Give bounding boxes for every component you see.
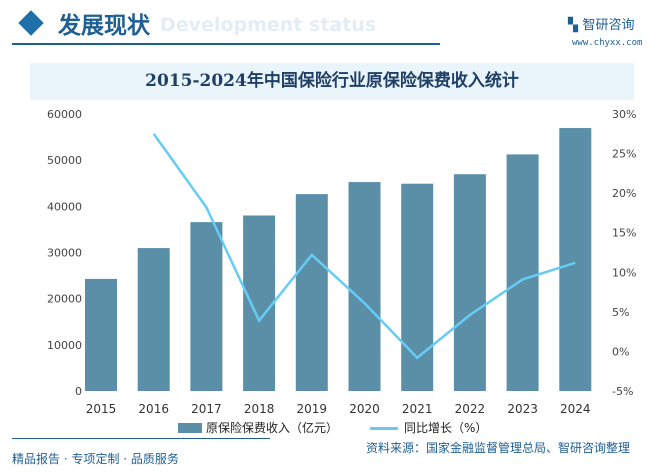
y-right-tick: 0%: [612, 345, 629, 358]
x-tick: 2018: [244, 402, 275, 416]
logo-text: 智研咨询: [582, 18, 635, 33]
logo: ▚ 智研咨询: [568, 14, 635, 33]
y-left-tick: 60000: [47, 108, 82, 121]
y-left-tick: 10000: [47, 339, 82, 352]
source-note: 资料来源：国家金融监督管理总局、智研咨询整理: [366, 441, 631, 455]
x-tick: 2023: [507, 402, 538, 416]
legend-bar-label: 原保险保费收入（亿元）: [206, 421, 339, 435]
bar: [348, 182, 381, 391]
y-left-tick: 30000: [47, 247, 82, 260]
bar: [401, 183, 434, 391]
y-right-tick: 20%: [612, 187, 636, 200]
y-right-tick: 10%: [612, 266, 636, 279]
footer-tagline: 精品报告 · 专项定制 · 品质服务: [12, 452, 179, 466]
x-tick: 2024: [560, 402, 591, 416]
y-right-tick: 5%: [612, 306, 629, 319]
x-tick: 2021: [402, 402, 433, 416]
bar: [506, 154, 539, 391]
section-subtitle: Development status: [160, 14, 377, 36]
x-tick: 2015: [86, 402, 117, 416]
legend-bar-swatch: [178, 423, 202, 433]
x-tick: 2020: [349, 402, 380, 416]
y-left-tick: 20000: [47, 293, 82, 306]
legend-line-label: 同比增长（%）: [404, 421, 488, 435]
x-tick: 2019: [297, 402, 328, 416]
x-tick: 2016: [138, 402, 169, 416]
y-right-tick: 15%: [612, 227, 636, 240]
y-right-tick: 25%: [612, 148, 636, 161]
section-title: 发展现状: [58, 13, 150, 39]
bar: [243, 215, 276, 391]
bar: [137, 248, 170, 391]
logo-icon: ▚: [568, 18, 583, 33]
bar: [190, 222, 223, 391]
y-right-tick: 30%: [612, 108, 636, 121]
x-tick: 2017: [191, 402, 222, 416]
y-right-tick: -5%: [612, 385, 633, 398]
footer-divider: [12, 438, 270, 439]
bar: [453, 174, 486, 391]
y-left-tick: 0: [75, 385, 82, 398]
bar: [85, 278, 117, 391]
title-banner: [30, 63, 634, 100]
legend-line-swatch: [370, 427, 398, 430]
y-left-tick: 40000: [47, 200, 82, 213]
bar: [559, 128, 592, 391]
growth-line: [152, 133, 576, 360]
divider: [12, 43, 440, 45]
x-tick: 2022: [455, 402, 486, 416]
bar: [295, 194, 328, 391]
chart-title: 2015-2024年中国保险行业原保险保费收入统计: [145, 71, 519, 91]
y-left-tick: 50000: [47, 154, 82, 167]
url: www.chyxx.com: [572, 38, 643, 48]
